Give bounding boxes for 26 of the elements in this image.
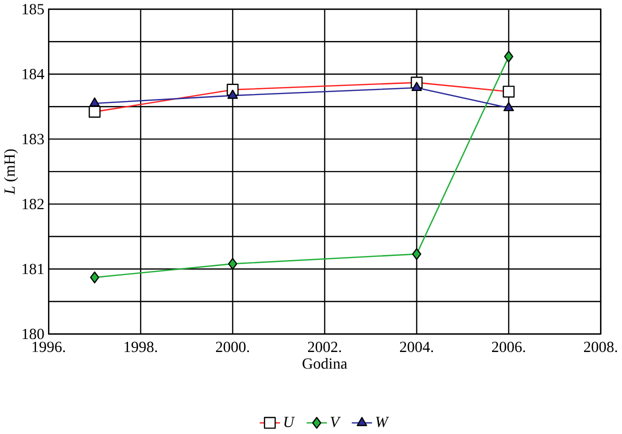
legend-label: V [330, 417, 341, 428]
x-axis-title: Godina [302, 358, 348, 370]
y-tick-label: 182 [22, 199, 44, 210]
legend-label: W [376, 417, 390, 428]
x-tick-label: 2006. [492, 342, 526, 352]
point [503, 102, 514, 112]
point [228, 258, 238, 270]
point [411, 82, 422, 92]
y-tick-label: 180 [22, 329, 44, 340]
y-tick-label: 185 [22, 4, 44, 15]
x-tick-label: 2004. [400, 342, 434, 352]
y-tick-label: 181 [22, 264, 44, 274]
y-axis-title: L (mH) [4, 150, 18, 195]
point [504, 50, 514, 63]
x-tick-label: 2002. [308, 342, 341, 352]
point [90, 272, 100, 284]
point [227, 90, 238, 100]
y-tick-label: 184 [22, 69, 44, 80]
point [89, 98, 100, 107]
x-tick-label: 2008. [584, 342, 618, 352]
y-tick-label: 183 [22, 134, 44, 145]
legend-label: U [284, 417, 295, 428]
x-tick-label: 1998. [124, 342, 157, 352]
x-tick-label: 1996. [32, 342, 65, 352]
point [412, 248, 422, 260]
x-tick-label: 2000. [216, 342, 249, 352]
